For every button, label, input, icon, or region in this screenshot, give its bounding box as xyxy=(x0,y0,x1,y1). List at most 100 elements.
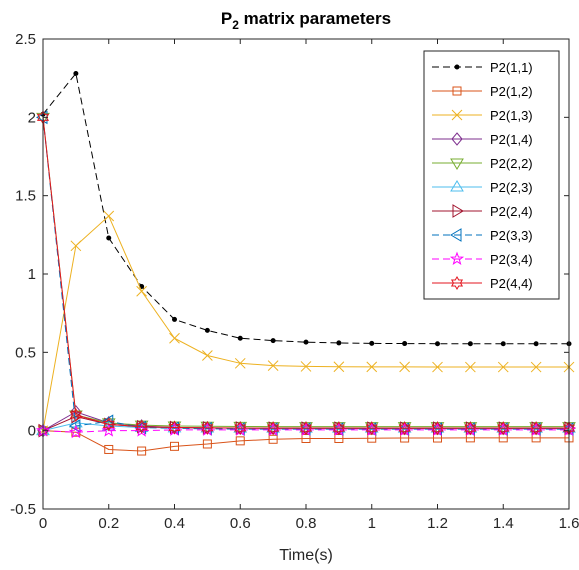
y-tick-label: -0.5 xyxy=(10,501,36,518)
data-point xyxy=(234,421,247,435)
data-point xyxy=(398,421,411,436)
legend-entry: P2(1,3) xyxy=(432,108,533,123)
series-p2-4-4 xyxy=(36,110,576,436)
x-tick-label: 0.2 xyxy=(98,515,119,532)
data-point xyxy=(101,423,116,437)
series-line xyxy=(42,117,569,428)
data-point xyxy=(465,361,476,373)
data-point xyxy=(267,360,279,372)
legend-label: P2(1,3) xyxy=(490,108,533,123)
legend-marker xyxy=(451,109,463,121)
x-tick-label: 0.6 xyxy=(230,515,251,532)
y-tick-label: 2.5 xyxy=(15,31,36,48)
series-line xyxy=(42,72,569,345)
data-point xyxy=(267,421,280,436)
data-point xyxy=(497,421,510,436)
legend-label: P2(2,2) xyxy=(490,156,533,171)
data-point xyxy=(70,405,82,419)
legend-label: P2(1,1) xyxy=(490,60,533,75)
x-tick-label: 0 xyxy=(39,515,47,532)
legend-entry: P2(1,1) xyxy=(432,60,533,75)
legend-label: P2(3,4) xyxy=(490,252,533,267)
data-point xyxy=(168,420,181,435)
chart-title-subscript: 2 xyxy=(232,18,239,32)
data-point xyxy=(435,341,440,347)
data-point xyxy=(68,424,83,439)
legend-marker xyxy=(454,64,460,70)
data-point xyxy=(369,340,375,346)
data-point xyxy=(237,335,243,341)
legend-marker xyxy=(452,86,462,96)
legend-marker xyxy=(450,228,462,242)
data-point xyxy=(170,441,179,451)
legend-entry: P2(2,2) xyxy=(432,156,533,171)
axis-layer: 0 0.2 0.4 0.6 0.8 1 1.2 1.4 1.6-0.500.511.522.5 xyxy=(10,31,579,532)
legend-entry: P2(2,4) xyxy=(432,204,533,219)
x-tick-label: 0.8 xyxy=(296,515,317,532)
data-point xyxy=(234,357,246,369)
legend-marker xyxy=(450,158,464,170)
data-point xyxy=(365,421,378,436)
data-point xyxy=(366,361,378,373)
legend-entry: P2(2,3) xyxy=(432,180,533,195)
data-point xyxy=(530,361,542,373)
data-point xyxy=(336,340,342,346)
data-point xyxy=(268,434,278,444)
data-point xyxy=(300,361,312,372)
series-line xyxy=(42,117,569,429)
legend-label: P2(1,2) xyxy=(490,84,533,99)
data-point xyxy=(103,210,115,222)
data-point xyxy=(202,439,212,449)
data-point xyxy=(235,436,245,446)
legend-marker xyxy=(452,204,464,218)
legend-label: P2(1,4) xyxy=(490,132,533,147)
legend-marker xyxy=(451,132,463,146)
data-point xyxy=(533,341,539,347)
legend-box xyxy=(423,50,560,300)
data-point xyxy=(204,327,210,333)
series-p2-1-3 xyxy=(37,210,575,437)
data-point xyxy=(201,420,214,435)
y-tick-label: 2 xyxy=(28,109,36,126)
y-tick-label: 0.5 xyxy=(15,344,36,361)
legend-label: P2(4,4) xyxy=(490,276,533,291)
data-point xyxy=(135,419,148,434)
legend-marker xyxy=(450,276,464,290)
series-line xyxy=(42,117,569,430)
data-point xyxy=(172,316,177,322)
legend-label: P2(3,3) xyxy=(490,228,533,243)
series-layer xyxy=(35,70,577,456)
data-point xyxy=(137,446,147,456)
data-point xyxy=(431,421,444,436)
legend-entry: P2(3,3) xyxy=(432,228,533,243)
legend-marker xyxy=(449,251,465,266)
legend-marker xyxy=(450,180,464,192)
legend-label: P2(2,4) xyxy=(490,204,533,219)
data-point xyxy=(432,361,443,373)
data-point xyxy=(299,421,313,436)
data-point xyxy=(497,361,509,373)
series-line xyxy=(42,430,569,452)
x-tick-label: 1.6 xyxy=(559,515,579,532)
legend: P2(1,1) P2(1,2) P2(1,3) P2(1,4) P2(2,2) P2(2,… xyxy=(423,50,560,300)
x-axis-label: Time(s) xyxy=(279,547,333,564)
data-point xyxy=(70,240,82,252)
data-point xyxy=(106,235,112,241)
legend-entry: P2(1,2) xyxy=(432,84,533,99)
data-point xyxy=(136,285,147,297)
data-point xyxy=(69,408,82,422)
chart-title-rest: matrix parameters xyxy=(239,9,391,28)
data-point xyxy=(467,341,473,347)
data-point xyxy=(332,421,345,436)
x-tick-label: 1 xyxy=(368,515,376,532)
data-point xyxy=(303,339,309,345)
legend-label: P2(2,3) xyxy=(490,180,533,195)
chart-title-main: P xyxy=(221,9,232,28)
legend-entry: P2(4,4) xyxy=(432,276,533,291)
data-point xyxy=(333,361,345,373)
data-point xyxy=(202,350,213,361)
y-tick-label: 1.5 xyxy=(15,188,36,205)
data-point xyxy=(73,70,79,76)
legend-entry: P2(1,4) xyxy=(432,132,533,147)
